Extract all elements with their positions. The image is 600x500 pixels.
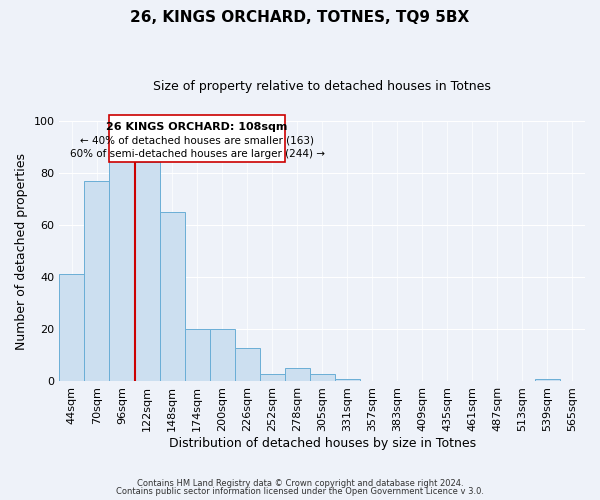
Text: Contains public sector information licensed under the Open Government Licence v : Contains public sector information licen… [116,487,484,496]
Bar [109,160,134,382]
Bar [535,379,560,382]
Bar [185,330,209,382]
Bar [209,330,235,382]
Text: Contains HM Land Registry data © Crown copyright and database right 2024.: Contains HM Land Registry data © Crown c… [137,478,463,488]
Text: 60% of semi-detached houses are larger (244) →: 60% of semi-detached houses are larger (… [70,148,325,158]
Text: ← 40% of detached houses are smaller (163): ← 40% of detached houses are smaller (16… [80,136,314,145]
Text: 26 KINGS ORCHARD: 108sqm: 26 KINGS ORCHARD: 108sqm [106,122,288,132]
Bar [134,162,160,382]
Bar [260,374,284,382]
Y-axis label: Number of detached properties: Number of detached properties [15,152,28,350]
Bar [335,379,360,382]
Text: 26, KINGS ORCHARD, TOTNES, TQ9 5BX: 26, KINGS ORCHARD, TOTNES, TQ9 5BX [130,10,470,25]
X-axis label: Distribution of detached houses by size in Totnes: Distribution of detached houses by size … [169,437,476,450]
Bar [160,212,185,382]
Title: Size of property relative to detached houses in Totnes: Size of property relative to detached ho… [153,80,491,93]
Bar [310,374,335,382]
Bar [59,274,85,382]
Bar [235,348,260,382]
Bar [85,180,109,382]
Bar [284,368,310,382]
